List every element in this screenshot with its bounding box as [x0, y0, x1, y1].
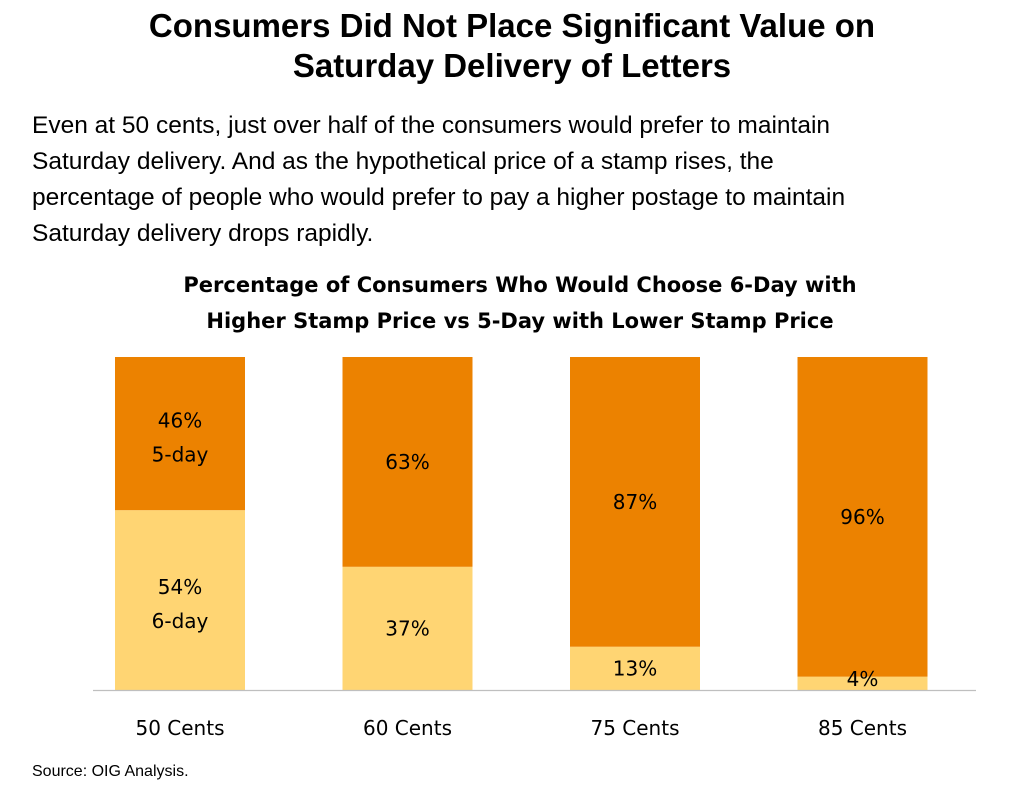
- bar-segment-6-day-3: [570, 646, 700, 690]
- body-line: Even at 50 cents, just over half of the …: [32, 112, 831, 139]
- labels-layer: 54% 6-day 46% 5-day 37% 63% 13% 87% 4% 96%: [152, 409, 885, 691]
- category-label-1: 50 Cents: [135, 716, 224, 740]
- category-label-4: 85 Cents: [818, 716, 907, 740]
- slide-title: Consumers Did Not Place Significant Valu…: [0, 6, 1024, 86]
- chart-title-line: Percentage of Consumers Who Would Choose…: [183, 273, 856, 297]
- body-line: Saturday delivery. And as the hypothetic…: [32, 148, 774, 175]
- body-line: percentage of people who would prefer to…: [32, 184, 846, 211]
- category-labels: 50 Cents 60 Cents 75 Cents 85 Cents: [135, 716, 907, 740]
- data-label-6-day-4: 4%: [847, 667, 879, 691]
- data-label-6-day-2: 37%: [385, 616, 429, 640]
- slide-body-text: Even at 50 cents, just over half of the …: [32, 108, 1022, 252]
- data-label-5-day-4: 96%: [840, 505, 884, 529]
- slide-title-line: Consumers Did Not Place Significant Valu…: [148, 7, 876, 44]
- bar-segment-5-day-3: [570, 357, 700, 647]
- category-label-2: 60 Cents: [363, 716, 452, 740]
- data-label-5-day-2: 63%: [385, 450, 429, 474]
- chart-title-line: Higher Stamp Price vs 5-Day with Lower S…: [206, 309, 833, 333]
- bar-segment-5-day-4: [797, 357, 928, 677]
- category-label-3: 75 Cents: [590, 716, 679, 740]
- bar-segment-5-day-2: [342, 357, 473, 567]
- bar-segment-6-day-2: [342, 566, 473, 690]
- bar-segment-5-day-1: [115, 357, 245, 511]
- bar-segment-6-day-1: [115, 510, 245, 690]
- data-label-6-day-3: 13%: [613, 656, 657, 680]
- data-label-5-day-3: 87%: [613, 490, 657, 514]
- data-label-5-day-1: 46%: [158, 409, 202, 433]
- bar-segment-6-day-4: [797, 676, 928, 690]
- body-line: Saturday delivery drops rapidly.: [32, 220, 374, 247]
- data-label-6-day-1: 54%: [158, 575, 202, 599]
- series-name-label-5-day: 5-day: [152, 443, 209, 467]
- bars-layer: [115, 357, 928, 690]
- source-note: Source: OIG Analysis.: [32, 763, 189, 780]
- stacked-bar-chart: Percentage of Consumers Who Would Choose…: [93, 273, 976, 740]
- series-name-label-6-day: 6-day: [152, 609, 209, 633]
- slide-title-line: Saturday Delivery of Letters: [292, 47, 732, 84]
